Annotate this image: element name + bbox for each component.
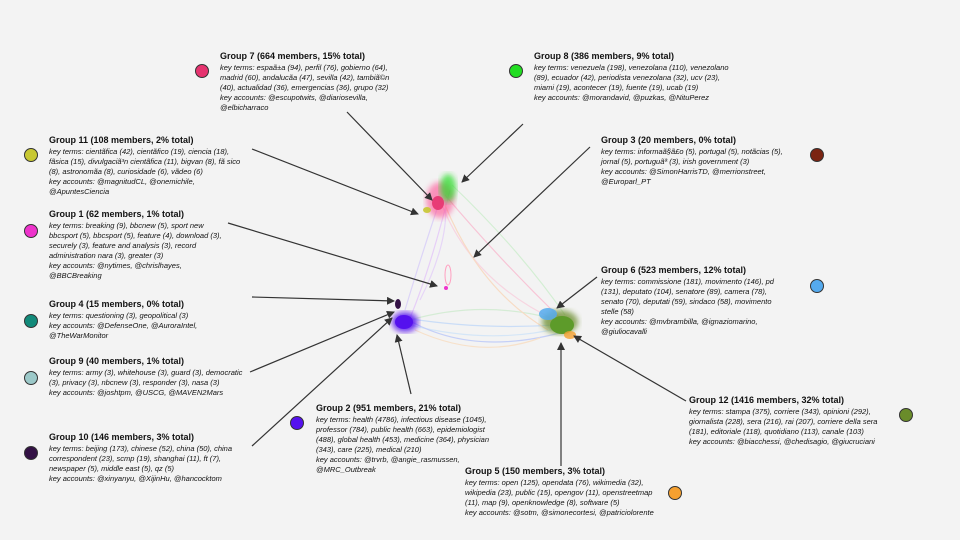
arrow-group-3 — [473, 146, 591, 258]
group-1-terms: key terms: breaking (9), bbcnew (5), spo… — [49, 221, 222, 260]
group-12-title: Group 12 (1416 members, 32% total) — [689, 395, 845, 405]
group-7-label: Group 7 (664 members, 15% total) key ter… — [220, 51, 390, 113]
group-12-terms: key terms: stampa (375), corriere (343),… — [689, 407, 878, 436]
group-7-title: Group 7 (664 members, 15% total) — [220, 51, 366, 61]
group-1-accounts: key accounts: @nytimes, @chrislhayes, @B… — [49, 261, 182, 280]
group-5-title: Group 5 (150 members, 3% total) — [465, 466, 606, 476]
group-6-color-dot — [810, 279, 824, 293]
group-6-label: Group 6 (523 members, 12% total) key ter… — [601, 265, 776, 337]
arrow-group-11 — [251, 148, 419, 216]
group-3-label: Group 3 (20 members, 0% total) key terms… — [601, 135, 791, 187]
arrow-group-9 — [249, 311, 395, 373]
group-8-title: Group 8 (386 members, 9% total) — [534, 51, 675, 61]
arrow-group-6 — [556, 276, 598, 309]
group-10-accounts: key accounts: @xinyanyu, @XijinHu, @hanc… — [49, 474, 222, 483]
group-5-color-dot — [668, 486, 682, 500]
group-9-color-dot — [24, 371, 38, 385]
arrow-group-8 — [461, 123, 524, 183]
group-4-terms: key terms: questioning (3), geopolitical… — [49, 311, 189, 320]
group-10-color-dot — [24, 446, 38, 460]
group-3-title: Group 3 (20 members, 0% total) — [601, 135, 737, 145]
group-5-label: Group 5 (150 members, 3% total) key term… — [465, 466, 660, 518]
group-2-title: Group 2 (951 members, 21% total) — [316, 403, 462, 413]
arrow-group-1 — [227, 222, 438, 288]
group-11-label: Group 11 (108 members, 2% total) key ter… — [49, 135, 245, 197]
group-9-accounts: key accounts: @joshtpm, @USCG, @MAVEN2Ma… — [49, 388, 224, 397]
callout-arrows — [227, 111, 687, 466]
arrow-group-2 — [394, 334, 412, 395]
group-9-terms: key terms: army (3), whitehouse (3), gua… — [49, 368, 243, 387]
arrow-group-12 — [573, 335, 687, 402]
group-11-title: Group 11 (108 members, 2% total) — [49, 135, 194, 145]
group-1-color-dot — [24, 224, 38, 238]
group-3-color-dot — [810, 148, 824, 162]
group-2-terms: key terms: health (4786), infectious dis… — [316, 415, 490, 454]
group-6-title: Group 6 (523 members, 12% total) — [601, 265, 747, 275]
arrow-group-4 — [251, 296, 395, 305]
arrow-group-10 — [251, 317, 393, 447]
group-4-color-dot — [24, 314, 38, 328]
group-4-label: Group 4 (15 members, 0% total) key terms… — [49, 299, 249, 341]
group-1-title: Group 1 (62 members, 1% total) — [49, 209, 185, 219]
arrow-group-7 — [346, 111, 433, 201]
group-5-terms: key terms: open (125), opendata (76), wi… — [465, 478, 653, 507]
group-10-title: Group 10 (146 members, 3% total) — [49, 432, 195, 442]
group-11-accounts: key accounts: @magnitudCL, @onemichile, … — [49, 177, 195, 196]
group-9-label: Group 9 (40 members, 1% total) key terms… — [49, 356, 245, 398]
group-4-title: Group 4 (15 members, 0% total) — [49, 299, 185, 309]
group-2-accounts: key accounts: @trvrb, @angie_rasmussen, … — [316, 455, 460, 474]
group-3-terms: key terms: informaã§ã£o (5), portugal (5… — [601, 147, 783, 166]
network-graph — [392, 174, 578, 348]
group-2-color-dot — [290, 416, 304, 430]
group-12-label: Group 12 (1416 members, 32% total) key t… — [689, 395, 881, 447]
group-1-label: Group 1 (62 members, 1% total) key terms… — [49, 209, 231, 281]
group-11-color-dot — [24, 148, 38, 162]
group-4-accounts: key accounts: @DefenseOne, @AuroraIntel,… — [49, 321, 198, 340]
group-5-accounts: key accounts: @sotm, @simonecortesi, @pa… — [465, 508, 654, 517]
group-7-color-dot — [195, 64, 209, 78]
group-12-accounts: key accounts: @biacchessi, @chedisagio, … — [689, 437, 875, 446]
group-2-label: Group 2 (951 members, 21% total) key ter… — [316, 403, 502, 475]
group-3-accounts: key accounts: @SimonHarrisTD, @merrionst… — [601, 167, 766, 186]
group-6-accounts: key accounts: @mvbrambilla, @ignaziomari… — [601, 317, 758, 336]
group-7-terms: key terms: espaã±a (94), perfil (76), go… — [220, 63, 390, 92]
group-7-accounts: key accounts: @escupotwits, @diariosevil… — [220, 93, 368, 112]
group-9-title: Group 9 (40 members, 1% total) — [49, 356, 185, 366]
group-8-accounts: key accounts: @morandavid, @puzkas, @Nit… — [534, 93, 709, 102]
group-8-color-dot — [509, 64, 523, 78]
group-6-terms: key terms: commissione (181), movimento … — [601, 277, 774, 316]
group-10-terms: key terms: beijing (173), chinese (52), … — [49, 444, 233, 473]
group-8-label: Group 8 (386 members, 9% total) key term… — [534, 51, 730, 103]
group-12-color-dot — [899, 408, 913, 422]
group-10-label: Group 10 (146 members, 3% total) key ter… — [49, 432, 245, 484]
group-8-terms: key terms: venezuela (198), venezolana (… — [534, 63, 729, 92]
group-11-terms: key terms: cientãfica (42), cientãfico (… — [49, 147, 241, 176]
